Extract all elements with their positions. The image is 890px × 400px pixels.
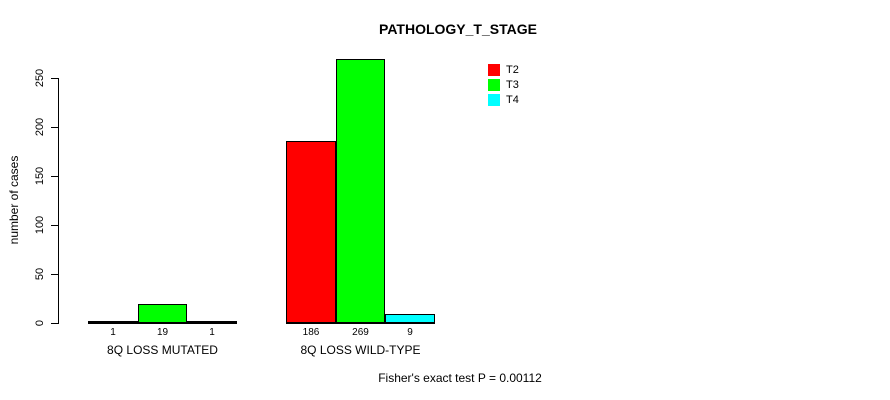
stat-annotation: Fisher's exact test P = 0.00112 [378,371,542,385]
chart-title: PATHOLOGY_T_STAGE [379,21,537,37]
y-axis-tick [51,127,58,128]
bar-t3-group2 [336,59,385,323]
bar-value-label: 269 [352,327,369,338]
legend-swatch-t4 [488,93,500,106]
bar-value-label: 9 [407,327,413,338]
bar-t4-group2 [385,314,435,323]
legend-label: T4 [506,93,519,106]
legend: T2 T3 T4 [488,62,519,107]
bar-value-label: 19 [156,327,169,338]
category-label: 8Q LOSS MUTATED [107,343,218,357]
y-axis-tick [51,225,58,226]
bar-t3-group1 [138,304,187,323]
legend-swatch-t2 [488,63,500,76]
bar-value-label: 186 [302,327,320,338]
legend-item-t4: T4 [488,92,519,107]
y-axis-tick [51,274,58,275]
legend-label: T3 [506,78,519,91]
legend-item-t3: T3 [488,77,519,92]
y-axis-tick [51,78,58,79]
legend-item-t2: T2 [488,62,519,77]
bar-t2-group1 [88,322,138,324]
bar-value-label: 1 [110,327,116,338]
bar-value-label: 1 [209,327,215,338]
legend-label: T2 [506,63,519,76]
bar-t4-group1 [187,322,237,324]
y-axis-tick [51,323,58,324]
category-label: 8Q LOSS WILD-TYPE [300,343,421,357]
y-axis-tick [51,176,58,177]
y-axis-line [58,78,59,324]
bar-t2-group2 [286,141,336,323]
legend-swatch-t3 [488,78,500,91]
